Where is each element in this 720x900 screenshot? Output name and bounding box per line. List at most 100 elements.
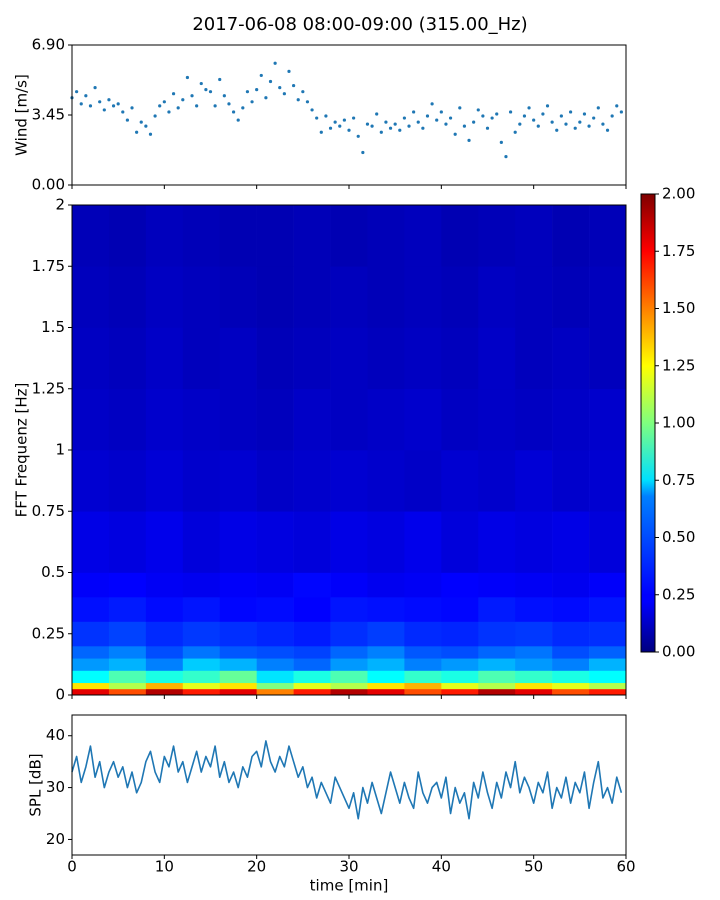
spectrogram-cell — [367, 450, 405, 512]
spectrogram-cell — [367, 688, 405, 696]
spectrogram-cell — [72, 511, 110, 573]
spectrogram-cell — [478, 621, 516, 647]
wind-point — [435, 118, 439, 122]
spectrogram-cell — [330, 621, 368, 647]
x-axis-label: time [min] — [310, 877, 389, 895]
spectrogram-cell — [293, 621, 331, 647]
spectrogram-cell — [145, 388, 184, 451]
spectrogram-cell — [182, 572, 221, 598]
x-tick-label: 40 — [432, 858, 451, 876]
spectrogram-cell — [330, 511, 368, 573]
spectrogram-cell — [108, 621, 147, 647]
spectrogram-cell — [293, 597, 331, 622]
spectrogram-cell — [108, 688, 147, 696]
x-tick-label: 30 — [339, 858, 358, 876]
spectrogram-cell — [515, 511, 553, 573]
wind-point — [195, 104, 199, 108]
wind-point — [388, 126, 393, 130]
wind-point — [508, 110, 513, 114]
wind-point — [98, 100, 102, 104]
wind-point — [93, 86, 97, 90]
spectrogram-cell — [552, 682, 590, 690]
spectrogram-cell — [330, 597, 368, 622]
wind-point — [236, 118, 240, 122]
spectrogram-cell — [182, 450, 221, 512]
spectrogram-cell — [367, 511, 405, 573]
wind-point — [536, 124, 540, 128]
spectrogram-cell — [404, 682, 442, 690]
spectrogram-cell — [330, 327, 368, 390]
spectrogram-cell — [108, 682, 147, 690]
wind-point — [301, 90, 305, 94]
wind-point — [569, 110, 573, 114]
spectrogram-cell — [330, 670, 368, 684]
wind-point — [278, 86, 282, 90]
wind-point — [504, 154, 508, 159]
wind-point — [522, 114, 527, 118]
colorbar-tick-label: 2.00 — [662, 185, 695, 203]
spectrogram-cell — [441, 597, 479, 622]
wind-point — [462, 124, 467, 128]
spectrogram-cell — [515, 450, 553, 512]
spectrogram-cell — [293, 327, 331, 390]
wind-point — [518, 122, 522, 126]
spectrogram-cell — [145, 682, 184, 690]
spectrogram-cell — [478, 688, 516, 696]
spectrogram-cell — [145, 450, 184, 512]
wind-point — [181, 98, 185, 102]
wind-point — [292, 83, 296, 88]
spectrogram-cell — [589, 327, 627, 390]
wind-point — [305, 100, 310, 104]
spectrogram-cell — [293, 682, 331, 690]
spectrogram-cell — [552, 388, 590, 451]
spectrogram-cell — [404, 327, 442, 390]
wind-point — [319, 130, 323, 134]
spectrogram-cell — [256, 266, 294, 328]
spectrogram-cell — [478, 597, 516, 622]
y-tick-label: 20 — [46, 830, 65, 848]
wind-point — [84, 94, 88, 98]
wind-point — [255, 88, 259, 92]
wind-point — [550, 120, 554, 124]
wind-point — [273, 61, 277, 65]
spectrogram-cell — [293, 450, 331, 512]
wind-point — [324, 114, 328, 118]
spectrogram-cell — [182, 621, 221, 647]
spectrogram-cell — [441, 621, 479, 647]
spectrogram-cell — [108, 597, 147, 622]
spectrogram-cell — [441, 450, 479, 512]
wind-point — [310, 108, 314, 112]
spectrogram-cell — [478, 658, 516, 671]
spectrogram-cell — [330, 688, 368, 696]
spectrogram-cell — [256, 205, 294, 267]
spectrogram-cell — [293, 658, 331, 671]
wind-point — [592, 116, 596, 120]
wind-point — [384, 120, 388, 124]
wind-point — [578, 120, 582, 124]
wind-point — [393, 122, 397, 126]
wind-point — [315, 116, 319, 120]
spectrogram-cell — [589, 670, 627, 684]
wind-point — [361, 150, 365, 155]
wind-point — [527, 106, 531, 110]
wind-point — [416, 120, 420, 124]
spectrogram-cell — [256, 572, 294, 598]
spectrogram-cell — [589, 266, 627, 328]
y-tick-label: 1.25 — [32, 379, 65, 397]
spectrogram-cell — [367, 205, 405, 267]
spectrogram-cell — [515, 682, 553, 690]
wind-point — [167, 110, 171, 114]
wind-point — [111, 104, 116, 108]
wind-point — [102, 108, 106, 112]
wind-point — [610, 114, 614, 118]
spectrogram-cell — [441, 266, 479, 328]
wind-point — [231, 110, 236, 114]
wind-point — [379, 130, 383, 134]
wind-point — [559, 114, 563, 118]
spectrogram-cell — [108, 511, 147, 573]
wind-point — [342, 118, 346, 122]
y-tick-label: 3.45 — [32, 106, 65, 124]
spectrogram-cell — [589, 597, 627, 622]
spectrogram-cell — [515, 327, 553, 390]
wind-point — [338, 124, 342, 128]
